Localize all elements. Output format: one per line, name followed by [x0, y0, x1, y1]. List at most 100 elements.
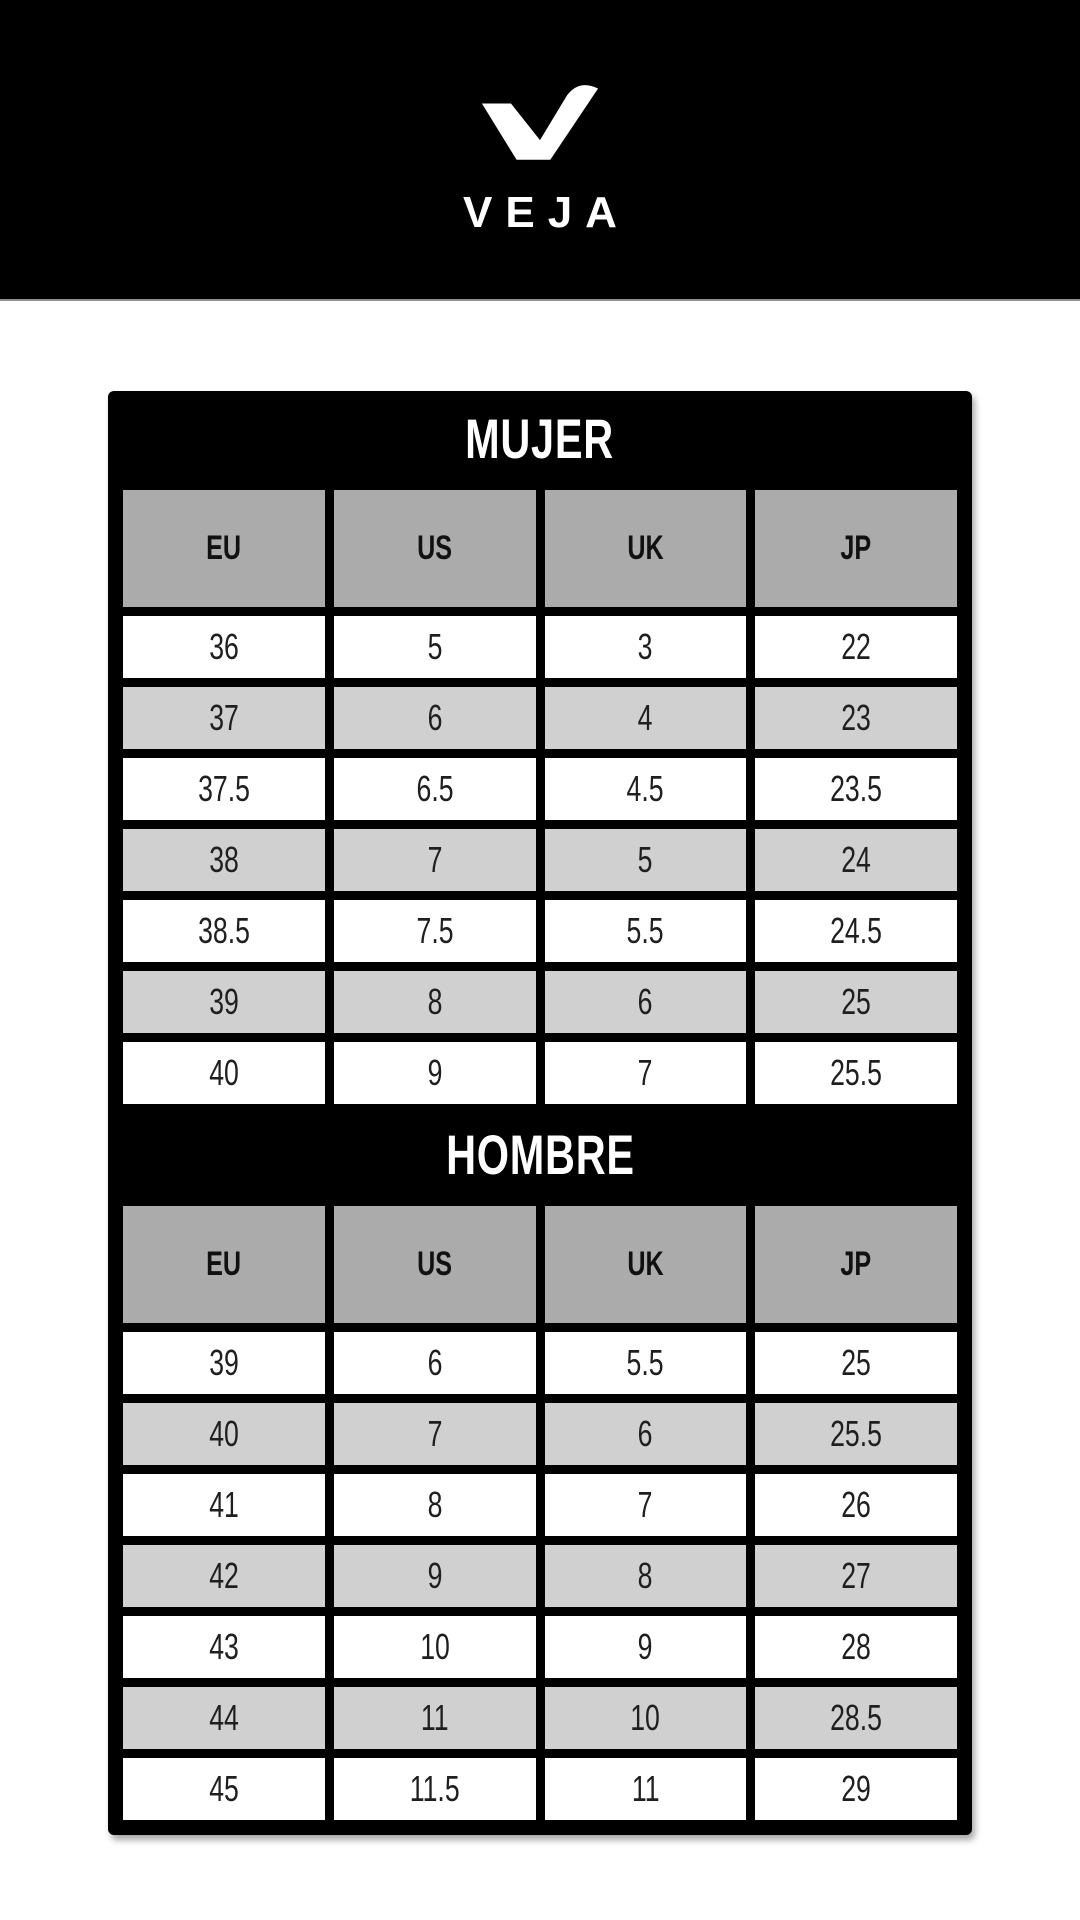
size-cell: 37	[123, 687, 325, 749]
size-value: 9	[427, 1052, 443, 1093]
size-value: 45	[209, 1768, 239, 1809]
size-cell: 38	[123, 829, 325, 891]
size-cell: 25	[755, 1332, 957, 1394]
size-cell: 11	[333, 1687, 536, 1749]
size-cell: 23.5	[755, 758, 957, 820]
size-cell: 38.5	[123, 900, 325, 962]
size-value: 11	[631, 1768, 660, 1809]
size-value: 25	[841, 1342, 871, 1383]
size-cell: 7	[333, 829, 536, 891]
column-header-label: US	[417, 529, 453, 567]
size-value: 6	[427, 697, 443, 738]
size-value: 23	[841, 697, 871, 738]
size-row: 40 9 7 25.5	[123, 1042, 957, 1104]
size-cell: 4.5	[544, 758, 747, 820]
size-value: 39	[209, 1342, 239, 1383]
size-value: 40	[209, 1413, 239, 1454]
column-header-us: US	[333, 1206, 536, 1323]
size-value: 10	[419, 1626, 450, 1667]
size-cell: 3	[544, 616, 747, 678]
size-row: 39 6 5.5 25	[123, 1332, 957, 1394]
size-cell: 6	[544, 971, 747, 1033]
size-value: 24	[841, 839, 871, 880]
size-cell: 8	[544, 1545, 747, 1607]
size-value: 5.5	[626, 1342, 664, 1383]
column-header-label: US	[417, 1245, 453, 1283]
size-value: 43	[209, 1626, 239, 1667]
size-cell: 23	[755, 687, 957, 749]
size-cell: 7.5	[333, 900, 536, 962]
size-cell: 43	[123, 1616, 325, 1678]
size-value: 38.5	[197, 910, 250, 951]
size-value: 8	[427, 981, 443, 1022]
size-cell: 9	[333, 1545, 536, 1607]
size-value: 4.5	[626, 768, 664, 809]
size-cell: 8	[333, 971, 536, 1033]
size-value: 38	[209, 839, 239, 880]
size-value: 6	[427, 1342, 443, 1383]
size-cell: 6	[333, 1332, 536, 1394]
brand-wordmark: VEJA	[463, 188, 630, 237]
size-cell: 41	[123, 1474, 325, 1536]
size-cell: 44	[123, 1687, 325, 1749]
size-value: 11	[420, 1697, 449, 1738]
size-cell: 40	[123, 1403, 325, 1465]
size-value: 28	[841, 1626, 871, 1667]
size-cell: 24	[755, 829, 957, 891]
size-value: 27	[841, 1555, 871, 1596]
size-value: 5.5	[626, 910, 664, 951]
size-value: 5	[637, 839, 653, 880]
size-cell: 11	[544, 1758, 747, 1820]
size-cell: 39	[123, 1332, 325, 1394]
column-header-label: EU	[206, 1245, 242, 1283]
size-value: 23.5	[830, 768, 883, 809]
size-cell: 9	[333, 1042, 536, 1104]
size-value: 37.5	[197, 768, 250, 809]
size-row: 45 11.5 11 29	[123, 1758, 957, 1820]
size-value: 7	[427, 1413, 443, 1454]
size-cell: 7	[544, 1042, 747, 1104]
section-title-text: MUJER	[465, 407, 615, 470]
size-cell: 37.5	[123, 758, 325, 820]
size-row: 37.5 6.5 4.5 23.5	[123, 758, 957, 820]
size-value: 10	[630, 1697, 661, 1738]
section-title-text: HOMBRE	[445, 1123, 635, 1186]
size-cell: 25.5	[755, 1403, 957, 1465]
size-row: 38 7 5 24	[123, 829, 957, 891]
size-row: 39 8 6 25	[123, 971, 957, 1033]
column-header-eu: EU	[123, 490, 325, 607]
size-row: 41 8 7 26	[123, 1474, 957, 1536]
size-value: 6	[637, 1413, 653, 1454]
size-cell: 22	[755, 616, 957, 678]
size-value: 8	[637, 1555, 653, 1596]
size-cell: 8	[333, 1474, 536, 1536]
size-row: 44 11 10 28.5	[123, 1687, 957, 1749]
size-value: 7	[637, 1052, 653, 1093]
size-value: 28.5	[830, 1697, 883, 1738]
veja-v-logo-icon	[481, 85, 599, 160]
column-header-eu: EU	[123, 1206, 325, 1323]
size-value: 26	[841, 1484, 871, 1525]
size-cell: 28	[755, 1616, 957, 1678]
size-value: 25	[841, 981, 871, 1022]
column-header-label: JP	[840, 529, 872, 567]
size-value: 22	[841, 626, 871, 667]
column-header-jp: JP	[755, 1206, 957, 1323]
size-cell: 29	[755, 1758, 957, 1820]
size-row: 40 7 6 25.5	[123, 1403, 957, 1465]
size-value: 3	[637, 626, 653, 667]
size-cell: 39	[123, 971, 325, 1033]
size-value: 7	[637, 1484, 653, 1525]
size-cell: 42	[123, 1545, 325, 1607]
size-cell: 27	[755, 1545, 957, 1607]
brand-header: VEJA	[0, 0, 1080, 301]
size-cell: 7	[544, 1474, 747, 1536]
size-cell: 26	[755, 1474, 957, 1536]
size-row: 36 5 3 22	[123, 616, 957, 678]
size-value: 24.5	[830, 910, 883, 951]
size-table-hombre: EU US UK JP 39 6 5.5 25 40 7 6 25.5 41 8 7 26 42 9 8 27 43 10…	[114, 1197, 966, 1829]
size-row: 38.5 7.5 5.5 24.5	[123, 900, 957, 962]
size-value: 41	[209, 1484, 239, 1525]
size-value: 7	[427, 839, 443, 880]
size-value: 5	[427, 626, 443, 667]
